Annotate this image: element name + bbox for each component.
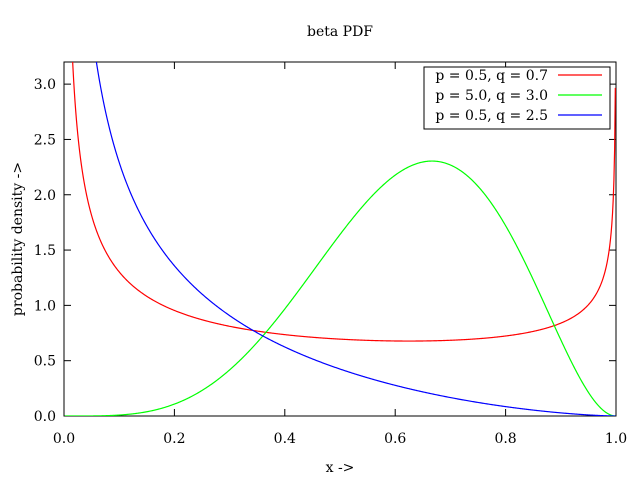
legend-box (423, 66, 611, 130)
y-tick-label: 2.5 (34, 132, 56, 148)
legend-label-2: p = 5.0, q = 3.0 (435, 88, 548, 104)
y-axis: 0.0 0.5 1.0 1.5 2.0 2.5 3.0 (34, 77, 616, 425)
x-axis: 0.0 0.2 0.4 0.6 0.8 1.0 (53, 62, 627, 447)
y-tick-label: 0.0 (34, 409, 56, 425)
legend: p = 0.5, q = 0.7 p = 5.0, q = 3.0 p = 0.5,… (423, 66, 611, 130)
legend-label-3: p = 0.5, q = 2.5 (435, 108, 548, 124)
x-tick-label: 1.0 (605, 431, 627, 447)
series-line-2 (64, 160, 616, 416)
y-tick-label: 1.0 (34, 298, 56, 314)
series-line-3 (95, 62, 616, 416)
y-tick-label: 2.0 (34, 188, 56, 204)
chart-title: beta PDF (307, 24, 373, 40)
x-tick-label: 0.4 (274, 431, 296, 447)
plot-frame (63, 61, 617, 417)
x-tick-label: 0.6 (384, 431, 406, 447)
y-axis-label: probability density -> (10, 162, 26, 316)
x-tick-label: 0.8 (494, 431, 516, 447)
y-tick-label: 0.5 (34, 354, 56, 370)
series-line-1 (72, 62, 616, 342)
plot-area (64, 62, 616, 416)
legend-label-1: p = 0.5, q = 0.7 (435, 68, 548, 84)
y-tick-label: 1.5 (34, 243, 56, 259)
x-axis-label: x -> (326, 460, 355, 476)
x-tick-label: 0.0 (53, 431, 75, 447)
x-tick-label: 0.2 (163, 431, 185, 447)
y-tick-label: 3.0 (34, 77, 56, 93)
